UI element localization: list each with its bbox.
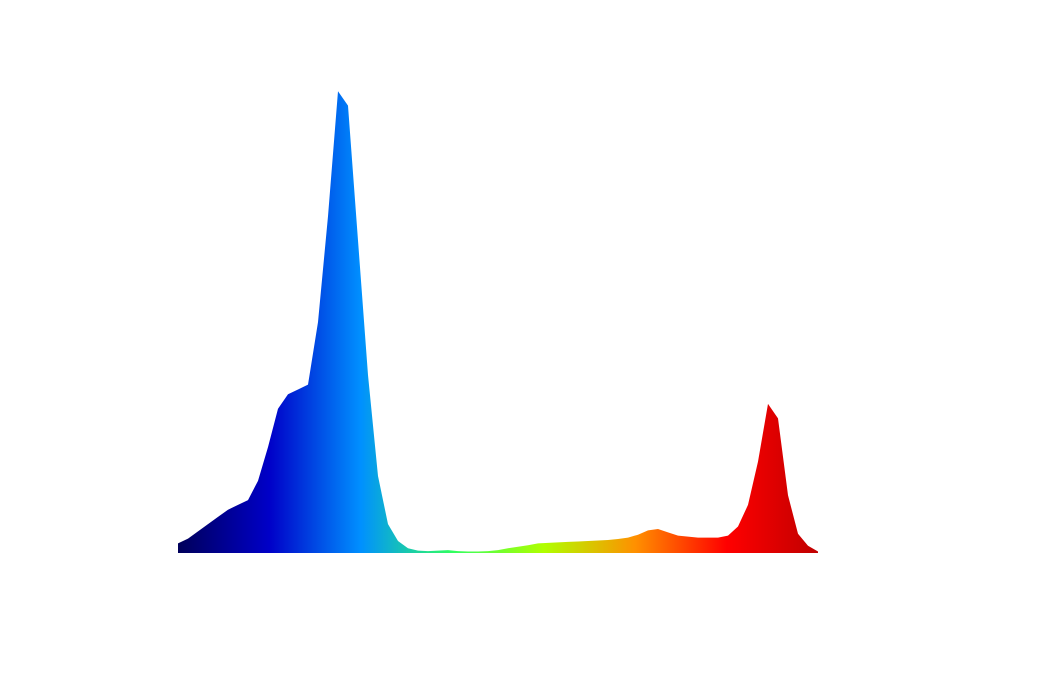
spectrum-area: [178, 91, 818, 554]
